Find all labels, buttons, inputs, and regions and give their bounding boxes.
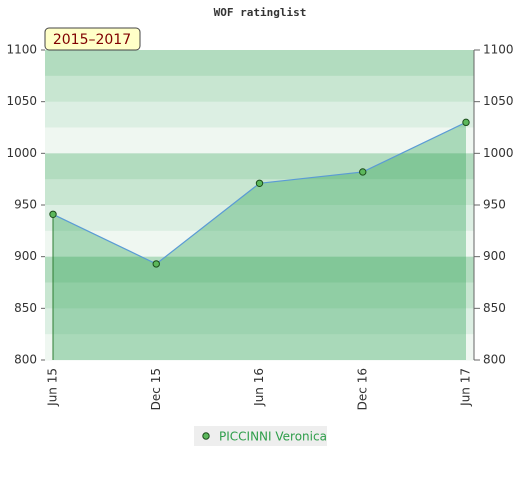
x-tick-label: Dec 15: [149, 368, 163, 410]
legend: [194, 426, 327, 446]
band: [45, 205, 474, 232]
y2-tick-label: 900: [483, 249, 506, 263]
y-tick-label: 800: [14, 353, 37, 367]
x-tick-label: Jun 17: [459, 368, 473, 407]
x-tick-label: Jun 15: [46, 368, 60, 407]
y2-tick-label: 1100: [483, 43, 514, 57]
point: [255, 179, 264, 188]
y-tick-label: 900: [14, 249, 37, 263]
x-tick-label: Dec 16: [355, 368, 369, 410]
legend-label: PICCINNI Veronica: [219, 430, 327, 444]
point: [359, 168, 367, 176]
band: [45, 282, 474, 309]
band: [45, 75, 474, 103]
band: [45, 127, 474, 154]
band: [45, 101, 474, 128]
y-tick-label: 1100: [6, 43, 37, 57]
area: [53, 122, 466, 360]
y-tick-label: 850: [14, 301, 37, 315]
plot: [49, 118, 470, 360]
legend-marker: [202, 432, 210, 440]
band: [45, 308, 474, 335]
y-tick-label: 950: [14, 198, 37, 212]
chart-title: WOF ratinglist: [214, 6, 307, 19]
point: [152, 260, 160, 268]
band: [45, 50, 474, 77]
y2-tick-label: 1050: [483, 94, 514, 108]
plot-background: [45, 50, 474, 361]
y2-tick-label: 800: [483, 353, 506, 367]
x-tick-label: Jun 16: [252, 368, 266, 407]
band: [45, 230, 474, 258]
y2-tick-label: 950: [483, 198, 506, 212]
point: [49, 210, 57, 219]
band: [45, 256, 474, 283]
y-tick-label: 1050: [6, 94, 37, 108]
badge: 2015–2017: [53, 32, 131, 48]
band: [45, 334, 474, 361]
y2-tick-label: 1000: [483, 146, 514, 160]
y2-tick-label: 850: [483, 301, 506, 315]
y-tick-label: 1000: [6, 146, 37, 160]
badge-box: [44, 27, 141, 51]
band: [45, 153, 474, 180]
point: [462, 118, 470, 127]
